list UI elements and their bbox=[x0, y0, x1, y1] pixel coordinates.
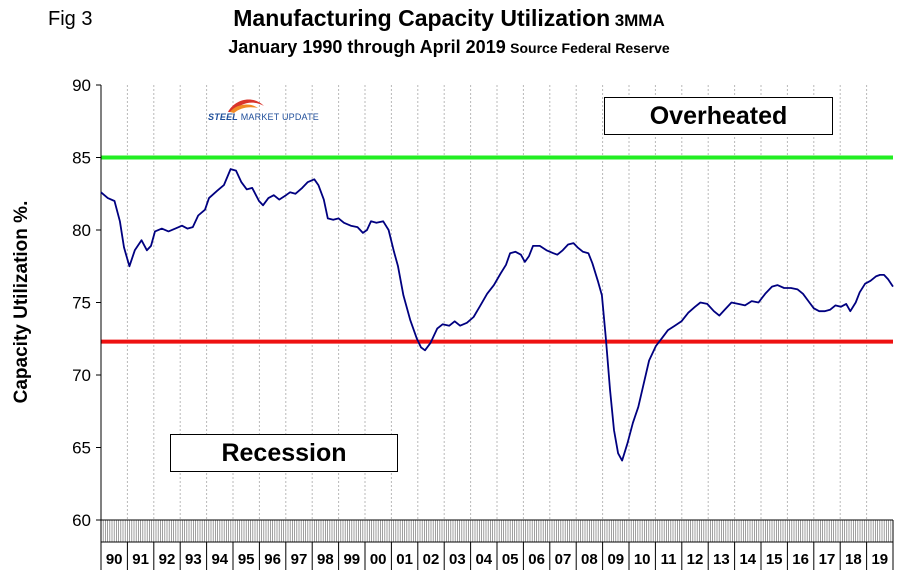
chart-subtitle-text: January 1990 through April 2019 bbox=[228, 37, 506, 57]
x-tick-label: 18 bbox=[845, 551, 862, 568]
logo-text-steel: STEEL bbox=[208, 112, 239, 122]
x-tick-label: 08 bbox=[581, 551, 598, 568]
y-tick-label: 70 bbox=[72, 366, 91, 385]
y-tick-label: 80 bbox=[72, 221, 91, 240]
y-tick-label: 85 bbox=[72, 149, 91, 168]
tick-labels: 60 65 70 75 80 85 90 90 91 92 93 94 95 96 97 98 99 00 01 02… bbox=[72, 76, 888, 568]
logo-text: STEEL MARKET UPDATE bbox=[208, 112, 319, 122]
y-tick-label: 60 bbox=[72, 511, 91, 530]
chart-title-suffix: 3MMA bbox=[614, 11, 665, 30]
y-tick-label: 90 bbox=[72, 76, 91, 95]
x-tick-label: 07 bbox=[555, 551, 572, 568]
reference-lines bbox=[101, 155, 893, 344]
x-tick-label: 15 bbox=[766, 551, 783, 568]
x-tick-label: 19 bbox=[871, 551, 888, 568]
x-tick-label: 02 bbox=[423, 551, 440, 568]
chart-subtitle-source: Source Federal Reserve bbox=[510, 40, 670, 56]
logo-swoosh-icon bbox=[228, 99, 264, 113]
chart-title-text: Manufacturing Capacity Utilization bbox=[233, 5, 611, 31]
x-tick-label: 05 bbox=[502, 551, 519, 568]
x-tick-label: 95 bbox=[238, 551, 255, 568]
steel-market-update-logo bbox=[200, 96, 340, 136]
x-tick-label: 17 bbox=[819, 551, 836, 568]
x-tick-label: 97 bbox=[291, 551, 308, 568]
x-tick-label: 03 bbox=[449, 551, 466, 568]
chart-title: Manufacturing Capacity Utilization 3MMA bbox=[0, 5, 898, 32]
y-tick-label: 75 bbox=[72, 294, 91, 313]
recession-annotation: Recession bbox=[170, 434, 398, 472]
x-tick-label: 01 bbox=[396, 551, 413, 568]
chart-subtitle: January 1990 through April 2019 Source F… bbox=[0, 37, 898, 58]
x-tick-label: 06 bbox=[528, 551, 545, 568]
x-tick-label: 10 bbox=[634, 551, 651, 568]
x-tick-label: 93 bbox=[185, 551, 202, 568]
x-tick-label: 00 bbox=[370, 551, 387, 568]
x-tick-label: 11 bbox=[661, 551, 677, 568]
x-tick-label: 92 bbox=[159, 551, 176, 568]
overheated-annotation: Overheated bbox=[604, 97, 833, 135]
x-tick-label: 09 bbox=[607, 551, 624, 568]
series-line-0 bbox=[100, 168, 894, 462]
x-tick-label: 13 bbox=[713, 551, 730, 568]
y-tick-label: 65 bbox=[72, 439, 91, 458]
x-tick-label: 99 bbox=[343, 551, 360, 568]
series-layer bbox=[100, 168, 894, 462]
x-tick-label: 04 bbox=[475, 551, 492, 568]
x-tick-label: 94 bbox=[211, 551, 228, 568]
logo-text-market-update: MARKET UPDATE bbox=[238, 112, 319, 122]
x-tick-label: 96 bbox=[264, 551, 281, 568]
x-tick-label: 16 bbox=[792, 551, 809, 568]
x-tick-label: 90 bbox=[106, 551, 123, 568]
x-tick-label: 91 bbox=[132, 551, 149, 568]
x-tick-label: 14 bbox=[739, 551, 756, 568]
axes bbox=[96, 84, 894, 570]
figure-label: Fig 3 bbox=[48, 8, 93, 30]
x-tick-label: 12 bbox=[687, 551, 704, 568]
x-tick-label: 98 bbox=[317, 551, 334, 568]
